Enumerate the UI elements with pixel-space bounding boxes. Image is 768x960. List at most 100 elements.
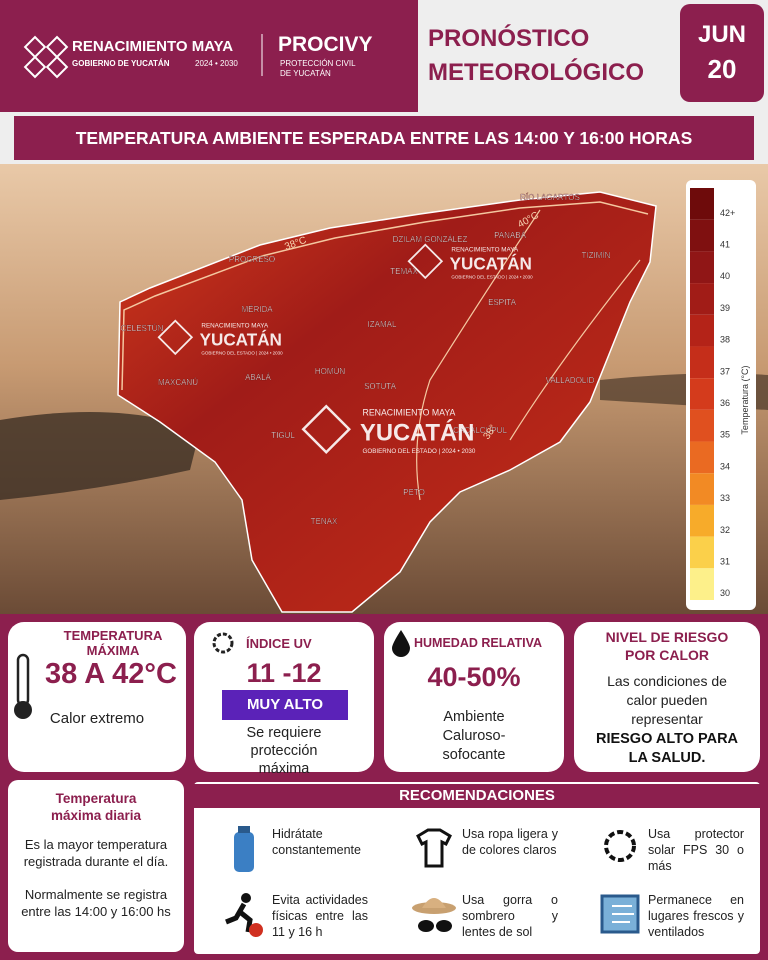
header-left bbox=[0, 0, 418, 112]
place-label: CELESTÚN bbox=[121, 324, 164, 333]
banner bbox=[14, 116, 754, 160]
legend-swatch bbox=[690, 504, 714, 537]
card-text: Las condiciones de calor pueden represen… bbox=[607, 673, 727, 727]
note-title: Temperatura máxima diaria bbox=[50, 791, 142, 823]
card-value: 40-50% bbox=[427, 662, 521, 692]
title: METEOROLÓGICO bbox=[428, 58, 644, 86]
watermark-logo bbox=[157, 319, 194, 356]
clock bbox=[249, 923, 263, 937]
watermark-logo bbox=[301, 404, 351, 454]
date-box bbox=[680, 4, 764, 102]
watermark-text: RENACIMIENTO MAYA bbox=[201, 322, 269, 329]
watermark-text: YUCATÁN bbox=[360, 419, 474, 447]
sun-icon bbox=[212, 632, 234, 654]
org-sub: GOBIERNO DE YUCATÁN bbox=[72, 59, 170, 68]
rec-icons bbox=[225, 826, 640, 937]
legend-swatch bbox=[690, 251, 714, 284]
place-label: VALLADOLID bbox=[546, 376, 595, 385]
rec-text: Usa protector solar FPS 30 o más bbox=[648, 827, 744, 873]
glasses bbox=[418, 920, 434, 932]
place-label: RÍO LAGARTOS bbox=[520, 193, 580, 202]
card-text: Calor extremo bbox=[49, 710, 145, 727]
watermark-text: YUCATÁN bbox=[450, 254, 532, 273]
place-label: IZAMAL bbox=[368, 320, 397, 329]
card-text: Se requiere protección máxima bbox=[246, 725, 322, 777]
legend-label: 30 bbox=[720, 588, 730, 598]
rec-icon bbox=[604, 830, 636, 862]
watermark-logo bbox=[407, 243, 444, 280]
card-title: TEMPERATURA MÁXIMA bbox=[63, 628, 163, 658]
rec-title: RECOMENDACIONES bbox=[194, 784, 760, 808]
legend-swatch bbox=[690, 473, 714, 505]
rec-icon bbox=[234, 826, 254, 872]
runner bbox=[241, 893, 251, 903]
recommendations: RECOMENDACIONES Hidrátate constantemente… bbox=[194, 782, 760, 954]
card-title: HUMEDAD RELATIVA bbox=[414, 636, 543, 650]
cap bbox=[238, 826, 250, 833]
place-label: PETO bbox=[403, 488, 425, 497]
place-label: TENAX bbox=[311, 517, 338, 526]
runner-body bbox=[225, 902, 253, 933]
drop-icon bbox=[392, 630, 410, 657]
state-map bbox=[117, 191, 657, 613]
place-label: TIGUL bbox=[271, 431, 295, 440]
rec-icon bbox=[412, 898, 456, 932]
legend-label: 34 bbox=[720, 461, 730, 471]
glasses bbox=[436, 920, 452, 932]
rec-text: Evita actividades físicas entre las 11 y… bbox=[272, 893, 368, 939]
thermometer-icon bbox=[14, 653, 32, 719]
period: 2024 • 2030 bbox=[195, 59, 238, 68]
card-uv: ÍNDICE UV 11 -12 MUY ALTO Se requiere pr… bbox=[194, 622, 374, 777]
legend-label: 39 bbox=[720, 303, 730, 313]
logo bbox=[23, 35, 69, 79]
place-label: TEMAX bbox=[390, 267, 418, 276]
org: RENACIMIENTO MAYA bbox=[72, 38, 233, 55]
place-label: PANABÁ bbox=[494, 231, 527, 240]
place-label: CACALCÚPUL bbox=[453, 426, 507, 435]
month: JUN bbox=[698, 21, 746, 48]
card-strong: RIESGO ALTO PARA LA SALUD. bbox=[595, 731, 739, 766]
card-humidity: HUMEDAD RELATIVA 40-50% Ambiente Caluros… bbox=[384, 622, 564, 772]
legend-swatch bbox=[690, 378, 714, 410]
agency-sub: DE YUCATÁN bbox=[280, 69, 331, 78]
coast bbox=[0, 412, 200, 500]
rec-text: Usa ropa ligera y de colores claros bbox=[462, 827, 558, 857]
place-label: MAXCANÚ bbox=[158, 378, 198, 387]
isotherm-line bbox=[416, 209, 541, 501]
legend-label: 36 bbox=[720, 398, 730, 408]
isotherm-line bbox=[509, 259, 641, 441]
shirt bbox=[416, 828, 452, 868]
legend-label: 38 bbox=[720, 335, 730, 345]
place-label: DZILAM GONZÁLEZ bbox=[393, 235, 468, 244]
legend-swatch bbox=[690, 409, 714, 442]
agency-sub: PROTECCIÓN CIVIL bbox=[280, 59, 356, 68]
top-graphic: RENACIMIENTO MAYA GOBIERNO DE YUCATÁN 20… bbox=[0, 0, 768, 614]
card-temp: TEMPERATURA MÁXIMA 38 A 42°C Calor extre… bbox=[8, 622, 186, 772]
card-risk: NIVEL DE RIESGO POR CALOR Las condicione… bbox=[574, 622, 760, 772]
legend-swatch bbox=[690, 314, 714, 347]
legend-label: 42+ bbox=[720, 208, 735, 218]
place-label: MÉRIDA bbox=[241, 305, 273, 314]
watermark-text: GOBIERNO DEL ESTADO | 2024 • 2030 bbox=[363, 448, 476, 455]
isotherm-line bbox=[121, 201, 649, 391]
place-label: ESPITA bbox=[488, 298, 517, 307]
legend-label: 37 bbox=[720, 366, 730, 376]
day: 20 bbox=[708, 54, 737, 84]
legend-label: 41 bbox=[720, 240, 730, 250]
hat-top bbox=[422, 898, 446, 908]
legend-swatch bbox=[690, 188, 714, 220]
note-card: Temperatura máxima diaria Es la mayor te… bbox=[8, 780, 184, 952]
legend-swatch bbox=[690, 346, 714, 379]
card-title: NIVEL DE RIESGO POR CALOR bbox=[605, 629, 729, 663]
agency: PROCIVY bbox=[278, 33, 373, 56]
watermark-text: GOBIERNO DEL ESTADO | 2024 • 2030 bbox=[451, 274, 533, 279]
legend-label: 32 bbox=[720, 525, 730, 535]
place-label: PROGRESO bbox=[229, 255, 275, 264]
legend-swatch bbox=[690, 219, 714, 252]
rec-icon bbox=[600, 894, 640, 934]
uv-badge: MUY ALTO bbox=[222, 690, 348, 720]
legend-title: Temperatura (°C) bbox=[740, 365, 750, 434]
watermark-text: GOBIERNO DEL ESTADO | 2024 • 2030 bbox=[201, 350, 283, 355]
